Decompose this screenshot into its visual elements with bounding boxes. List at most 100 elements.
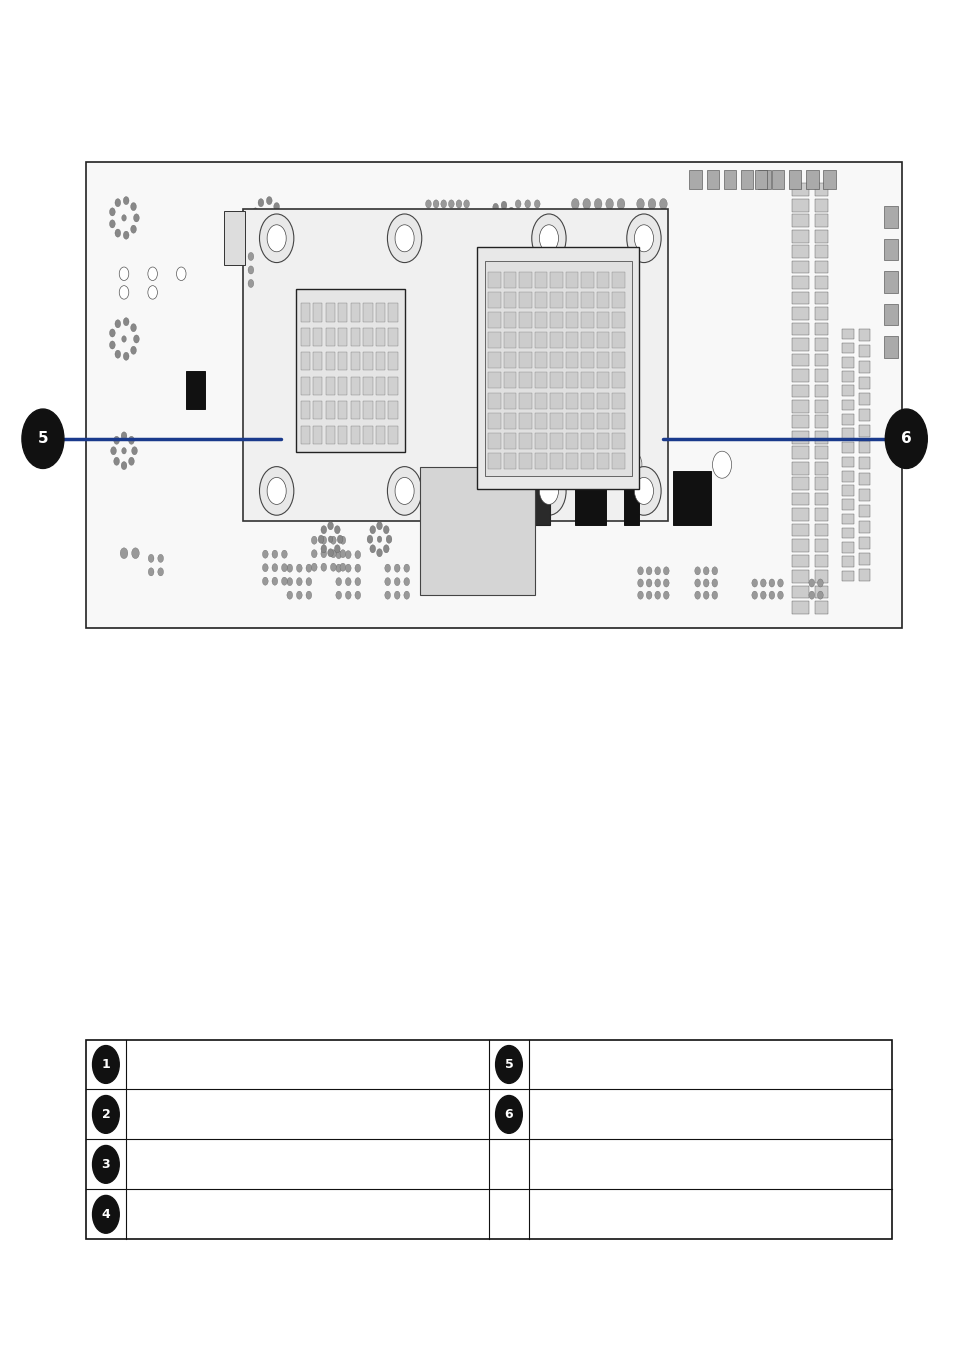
Bar	[791, 184, 808, 196]
Bar	[791, 292, 808, 304]
Circle shape	[266, 231, 272, 239]
Bar	[300, 377, 310, 396]
Bar	[791, 601, 808, 614]
Bar	[503, 332, 516, 348]
Bar	[883, 336, 897, 358]
Bar	[325, 352, 335, 370]
Circle shape	[370, 525, 375, 533]
Bar	[86, 162, 901, 628]
Circle shape	[376, 536, 381, 543]
Bar	[814, 198, 827, 212]
Bar	[814, 493, 827, 505]
Bar	[612, 312, 624, 328]
Bar	[488, 433, 500, 450]
Circle shape	[645, 591, 651, 599]
Circle shape	[272, 564, 277, 572]
Bar	[325, 304, 335, 321]
Circle shape	[394, 578, 399, 586]
Bar	[420, 467, 535, 595]
Circle shape	[281, 564, 287, 572]
Circle shape	[248, 279, 253, 288]
Bar	[597, 393, 609, 409]
Circle shape	[817, 579, 822, 587]
Circle shape	[92, 1196, 119, 1234]
Circle shape	[110, 329, 115, 338]
Circle shape	[376, 521, 382, 529]
Bar	[814, 462, 827, 475]
Circle shape	[637, 591, 642, 599]
Bar	[518, 292, 531, 308]
Circle shape	[534, 200, 539, 208]
Circle shape	[113, 436, 119, 444]
Circle shape	[248, 266, 253, 274]
Bar	[488, 312, 500, 328]
Bar	[791, 478, 808, 490]
Bar	[858, 570, 869, 580]
Circle shape	[387, 467, 421, 516]
Bar	[814, 539, 827, 552]
Circle shape	[259, 215, 294, 263]
Bar	[858, 329, 869, 342]
Circle shape	[884, 409, 926, 468]
Circle shape	[92, 1145, 119, 1183]
Bar	[535, 271, 547, 288]
Bar	[351, 328, 359, 346]
Circle shape	[148, 267, 157, 281]
Circle shape	[654, 591, 659, 599]
Circle shape	[306, 578, 312, 586]
Bar	[612, 332, 624, 348]
Circle shape	[335, 545, 340, 554]
Circle shape	[123, 352, 129, 360]
Bar	[535, 312, 547, 328]
Bar	[313, 352, 322, 370]
Bar	[488, 352, 500, 369]
Circle shape	[538, 225, 558, 252]
Bar	[706, 170, 719, 189]
Bar	[814, 230, 827, 243]
Circle shape	[456, 200, 461, 208]
Bar	[86, 1040, 891, 1239]
Bar	[791, 400, 808, 413]
Bar	[186, 371, 205, 409]
Circle shape	[768, 579, 774, 587]
Circle shape	[808, 591, 814, 599]
Bar	[550, 413, 562, 429]
Bar	[518, 352, 531, 369]
Bar	[351, 425, 359, 444]
Bar	[805, 170, 818, 189]
Circle shape	[384, 591, 390, 599]
Bar	[518, 373, 531, 389]
Bar	[565, 352, 578, 369]
Circle shape	[384, 564, 390, 572]
Circle shape	[320, 563, 326, 571]
Circle shape	[531, 215, 565, 263]
Circle shape	[122, 336, 126, 343]
Bar	[518, 312, 531, 328]
Bar	[841, 556, 853, 567]
Bar	[791, 246, 808, 258]
Bar	[503, 312, 516, 328]
Circle shape	[328, 548, 334, 556]
Circle shape	[328, 521, 334, 529]
Circle shape	[110, 342, 115, 350]
Bar	[313, 328, 322, 346]
Circle shape	[760, 591, 765, 599]
Bar	[814, 184, 827, 196]
Bar	[841, 328, 853, 339]
Circle shape	[320, 549, 326, 558]
Circle shape	[131, 324, 136, 332]
Bar	[325, 401, 335, 420]
Bar	[503, 393, 516, 409]
Bar	[814, 416, 827, 428]
Circle shape	[576, 236, 583, 247]
Bar	[488, 454, 500, 470]
Bar	[858, 409, 869, 421]
Circle shape	[276, 213, 282, 221]
Bar	[565, 292, 578, 308]
Bar	[597, 292, 609, 308]
Bar	[858, 377, 869, 389]
Bar	[224, 211, 245, 265]
Circle shape	[637, 579, 642, 587]
Circle shape	[524, 200, 530, 208]
Circle shape	[403, 564, 409, 572]
